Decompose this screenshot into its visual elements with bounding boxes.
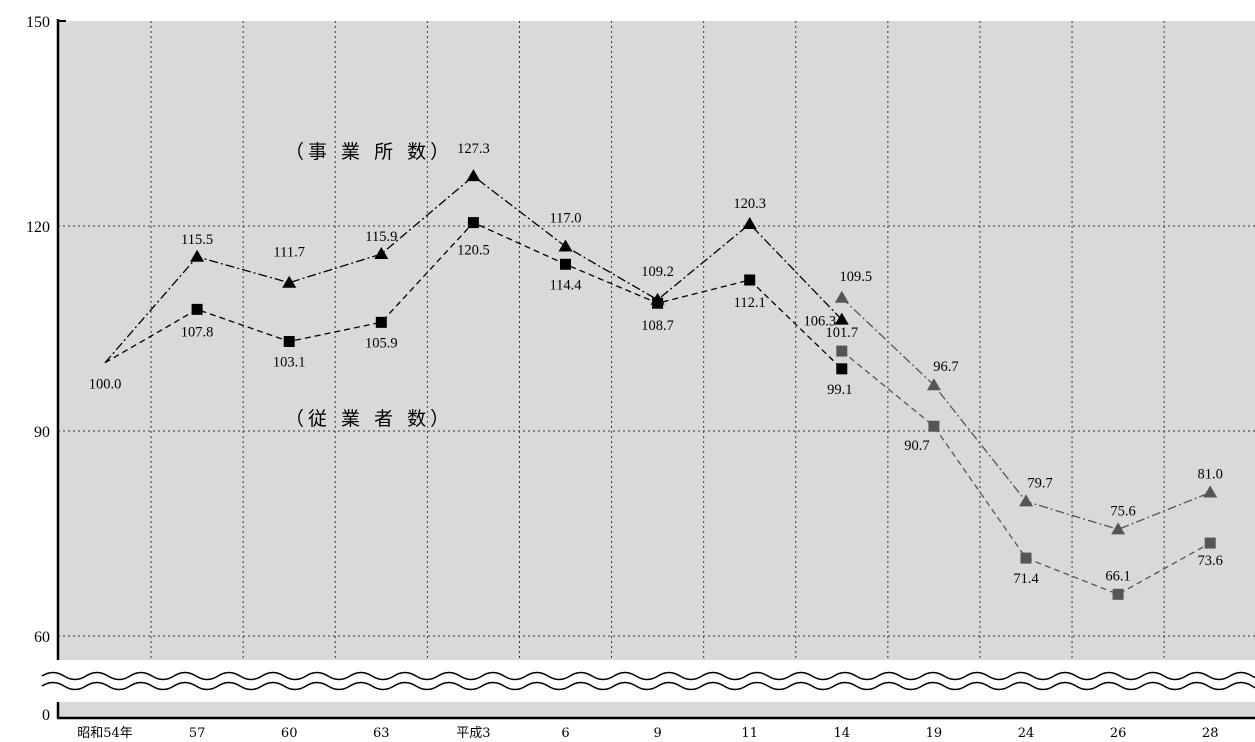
x-tick-label: 57 [189, 726, 206, 741]
triangle-marker [834, 312, 849, 325]
triangle-marker [834, 290, 849, 303]
series-label-establishments: （事 業 所 数） [285, 141, 453, 163]
square-marker [744, 274, 756, 286]
square-marker [928, 420, 940, 432]
x-tick-label: 9 [653, 726, 661, 741]
square-marker [560, 258, 571, 270]
data-label: 120.5 [457, 243, 490, 259]
data-label: 99.1 [827, 382, 852, 398]
y-tick-label: 90 [34, 424, 50, 441]
plot-background [58, 21, 1255, 718]
data-label: 109.5 [839, 269, 872, 285]
square-marker [283, 335, 295, 347]
x-tick-label: 11 [741, 726, 758, 741]
axis-break-wave [41, 671, 1255, 681]
x-axis-tick-labels: 昭和54年 57 60 63 平成3 6 9 11 14 19 24 26 28 [77, 726, 1218, 741]
x-tick-label: 60 [281, 726, 298, 741]
triangle-marker [374, 247, 389, 260]
data-label: 106.3 [803, 314, 836, 330]
triangle-marker [742, 216, 757, 229]
triangle-marker [282, 275, 297, 288]
x-tick-label: 平成3 [456, 726, 490, 741]
y-tick-label: 60 [34, 629, 50, 646]
triangle-marker [1019, 494, 1033, 507]
axis-break-white-band [58, 660, 1255, 702]
series-line [841, 350, 1211, 596]
triangle-marker [190, 249, 205, 262]
data-label: 81.0 [1198, 467, 1223, 483]
y-axis-tick-labels: 150 120 90 60 0 [26, 14, 50, 724]
plot-background-lower [58, 702, 1255, 718]
x-tick-label: 6 [561, 726, 569, 741]
x-tick-label: 28 [1202, 726, 1219, 741]
square-marker [467, 217, 479, 229]
series-line [104, 175, 843, 364]
square-marker [652, 297, 664, 309]
series-markers [190, 169, 1218, 600]
square-marker [1020, 552, 1032, 564]
axis-break-band [0, 660, 1255, 718]
triangle-marker [466, 169, 481, 182]
data-label: 109.2 [641, 264, 674, 280]
data-label: 73.6 [1198, 553, 1223, 569]
data-label: 71.4 [1013, 571, 1039, 587]
data-label: 96.7 [933, 359, 958, 375]
y-tick-label: 120 [26, 219, 50, 236]
series-label-employees: （従 業 者 数） [285, 408, 453, 430]
data-label: 111.7 [273, 245, 305, 261]
x-tick-label: 63 [373, 726, 390, 741]
triangle-marker [1203, 485, 1218, 498]
data-label: 114.4 [549, 277, 582, 293]
data-label: 108.7 [641, 318, 674, 334]
data-label: 115.9 [365, 229, 397, 245]
x-tick-label: 19 [926, 726, 943, 741]
data-label: 66.1 [1105, 568, 1130, 584]
data-label: 127.3 [457, 141, 490, 157]
data-label: 90.7 [904, 438, 929, 454]
triangle-marker [558, 239, 573, 252]
grid-lines [58, 21, 1255, 718]
square-marker [375, 316, 387, 328]
x-tick-label: 24 [1018, 726, 1035, 741]
axes [56, 19, 1255, 720]
x-tick-label: 14 [834, 726, 851, 741]
data-label: 105.9 [365, 335, 398, 351]
data-label: 103.1 [273, 354, 306, 370]
data-label: 107.8 [181, 324, 214, 340]
data-labels: 115.5 111.7 115.9 127.3 117.0 109.2 120.3 106.3… [89, 141, 1223, 587]
square-marker [191, 303, 203, 315]
y-tick-label: 150 [26, 14, 50, 31]
axis-break-left-gap [0, 660, 59, 702]
triangle-marker [926, 378, 941, 391]
square-marker [1112, 588, 1124, 600]
y-tick-label: 0 [42, 707, 50, 724]
square-marker [1204, 537, 1216, 549]
data-label: 112.1 [734, 295, 766, 311]
data-label: 79.7 [1027, 475, 1052, 491]
data-label: 101.7 [825, 325, 858, 341]
square-marker [836, 345, 848, 357]
data-label: 75.6 [1110, 503, 1135, 519]
x-tick-label: 昭和54年 [77, 726, 133, 741]
triangle-marker [1111, 522, 1126, 535]
data-label: 100.0 [89, 377, 122, 393]
square-marker [836, 363, 848, 375]
data-label: 120.3 [733, 196, 766, 212]
x-tick-label: 26 [1110, 726, 1127, 741]
axis-break-wave [41, 681, 1255, 691]
data-label: 117.0 [549, 211, 581, 227]
data-label: 115.5 [181, 232, 213, 248]
